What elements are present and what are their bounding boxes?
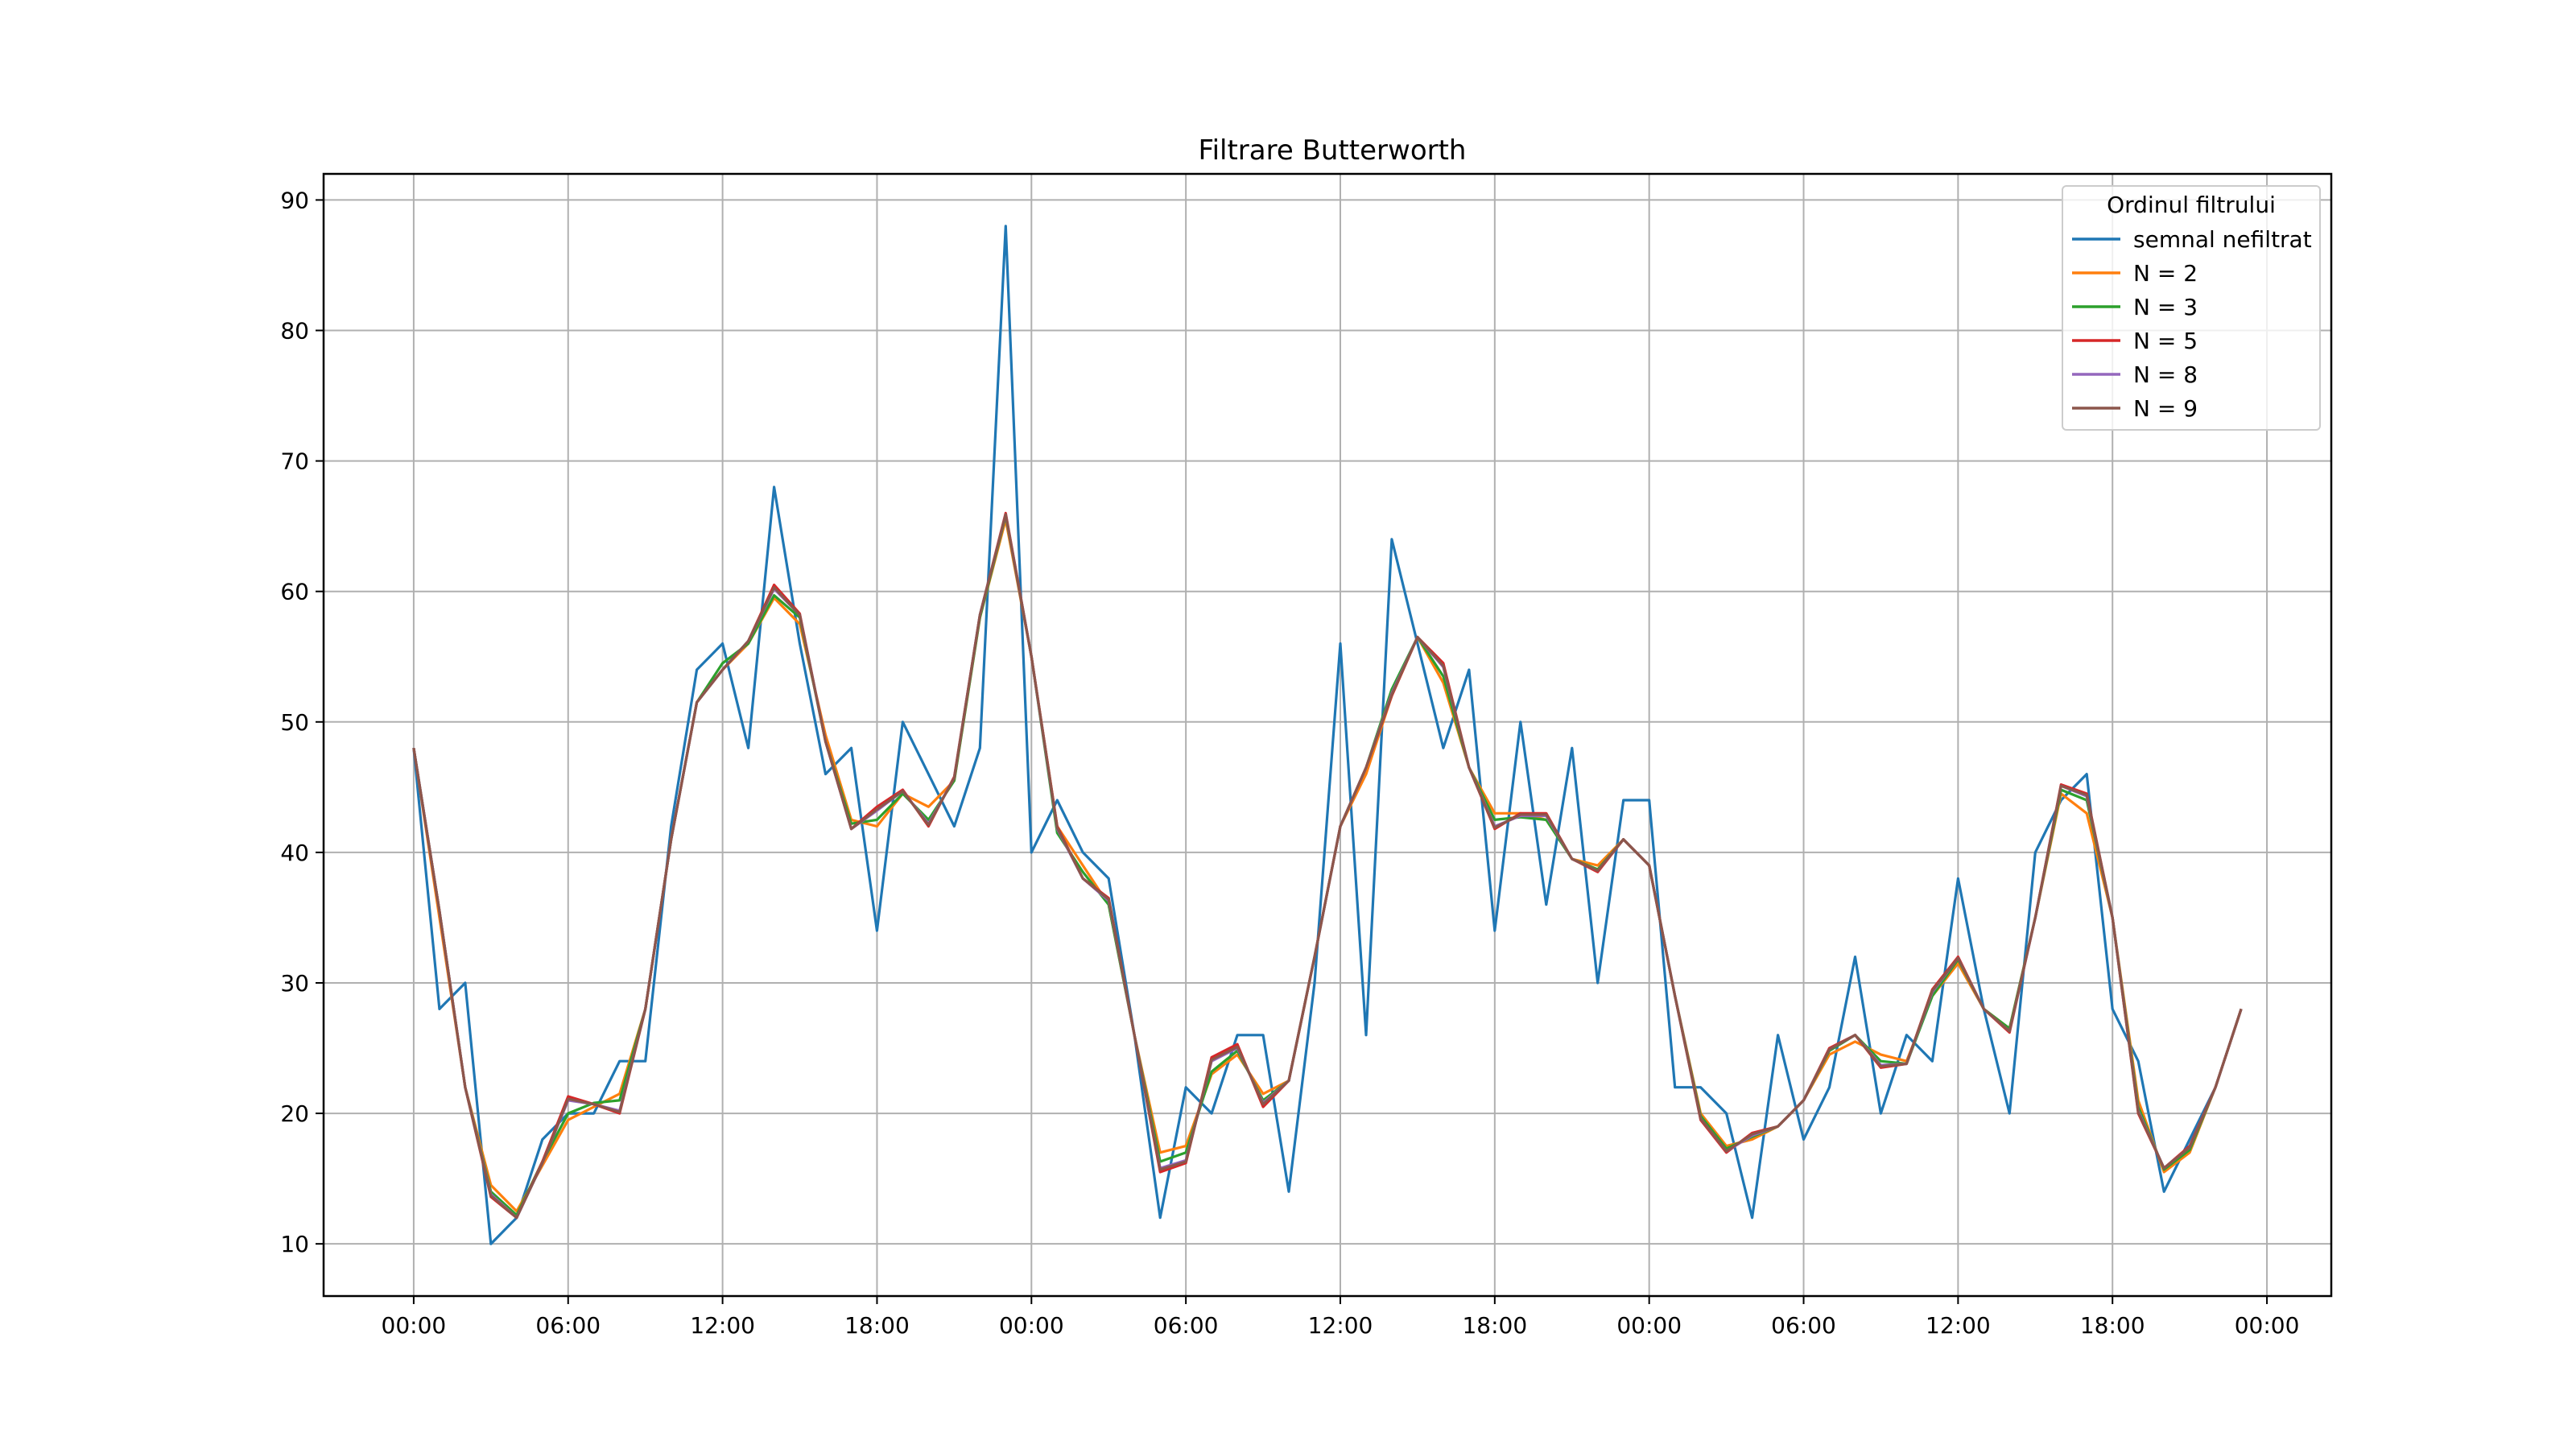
x-tick-label: 06:00: [1154, 1312, 1219, 1339]
legend-label: N = 5: [2133, 328, 2198, 354]
chart-title: Filtrare Butterworth: [1199, 134, 1467, 167]
legend-label: semnal nefiltrat: [2133, 226, 2312, 253]
x-tick-label: 06:00: [535, 1312, 601, 1339]
x-tick-label: 18:00: [844, 1312, 910, 1339]
y-tick-label: 80: [280, 318, 309, 345]
y-tick-label: 70: [280, 448, 309, 475]
legend-box: [2062, 185, 2321, 431]
y-tick-label: 20: [280, 1100, 309, 1127]
x-tick-label: 12:00: [690, 1312, 755, 1339]
y-tick-label: 40: [280, 840, 309, 866]
x-tick-label: 12:00: [1926, 1312, 1991, 1339]
y-tick-label: 50: [280, 709, 309, 736]
x-tick-label: 18:00: [2080, 1312, 2145, 1339]
x-tick-label: 00:00: [2235, 1312, 2300, 1339]
legend-title: Ordinul filtrului: [2107, 192, 2276, 218]
legend-label: N = 2: [2133, 260, 2198, 287]
y-tick-label: 10: [280, 1231, 309, 1257]
plot-frame: [322, 172, 2333, 1298]
legend: Ordinul filtrului semnal nefiltrat N = 2 N…: [2062, 185, 2321, 431]
legend-label: N = 8: [2133, 361, 2198, 388]
legend-label: N = 9: [2133, 395, 2198, 422]
grid-lines: [324, 174, 2331, 1296]
y-axis-ticks: 10 20 30 40 50 60 70 80 90: [280, 187, 324, 1257]
x-tick-label: 18:00: [1462, 1312, 1527, 1339]
x-tick-label: 06:00: [1771, 1312, 1836, 1339]
x-tick-label: 00:00: [382, 1312, 447, 1339]
series-lines: [412, 225, 2243, 1245]
series-line: [412, 513, 2243, 1220]
x-axis-ticks: 00:00 06:00 12:00 18:00 00:00 06:00 12:00 18:00…: [382, 1296, 2300, 1339]
x-tick-label: 12:00: [1308, 1312, 1373, 1339]
x-tick-label: 00:00: [999, 1312, 1064, 1339]
legend-entries: semnal nefiltrat N = 2 N = 3 N = 5 N = 8 N = …: [2072, 226, 2312, 422]
x-tick-label: 00:00: [1616, 1312, 1682, 1339]
y-tick-label: 90: [280, 187, 309, 213]
y-tick-label: 60: [280, 579, 309, 605]
series-line: [412, 225, 2243, 1245]
y-tick-label: 30: [280, 970, 309, 997]
legend-label: N = 3: [2133, 294, 2198, 320]
